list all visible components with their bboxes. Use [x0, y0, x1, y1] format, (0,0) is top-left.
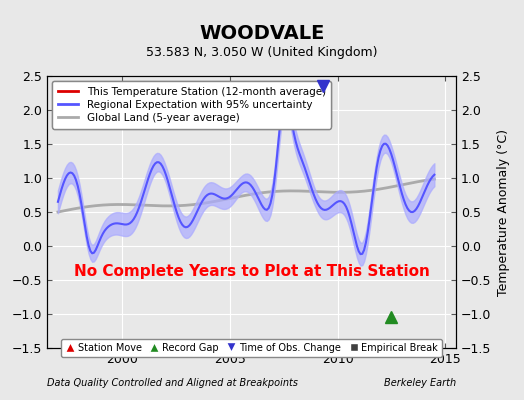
Text: Berkeley Earth: Berkeley Earth — [384, 378, 456, 388]
Y-axis label: Temperature Anomaly (°C): Temperature Anomaly (°C) — [497, 128, 510, 296]
Text: 53.583 N, 3.050 W (United Kingdom): 53.583 N, 3.050 W (United Kingdom) — [146, 46, 378, 59]
Legend: This Temperature Station (12-month average), Regional Expectation with 95% uncer: This Temperature Station (12-month avera… — [52, 81, 331, 128]
Text: No Complete Years to Plot at This Station: No Complete Years to Plot at This Statio… — [73, 264, 430, 279]
Legend: Station Move, Record Gap, Time of Obs. Change, Empirical Break: Station Move, Record Gap, Time of Obs. C… — [61, 339, 442, 357]
Text: Data Quality Controlled and Aligned at Breakpoints: Data Quality Controlled and Aligned at B… — [47, 378, 298, 388]
Text: WOODVALE: WOODVALE — [199, 24, 325, 43]
